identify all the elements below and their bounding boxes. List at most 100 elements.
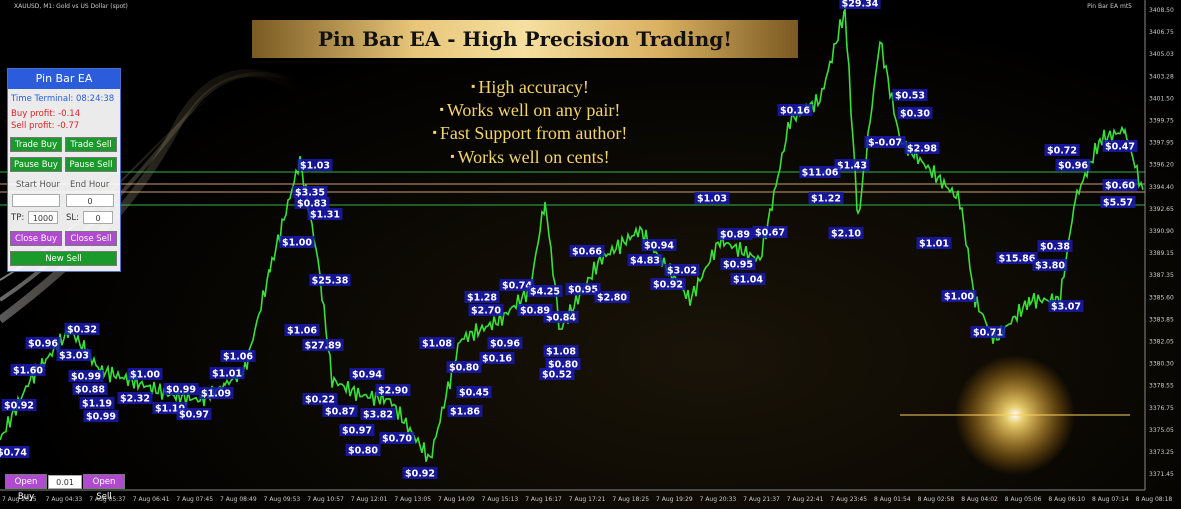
price-label: 3375.05 (1149, 427, 1174, 434)
profit-label-bg (339, 424, 375, 436)
time-label: 7 Aug 17:21 (569, 496, 606, 503)
profit-label-bg (72, 383, 108, 395)
lot-input[interactable]: 0.01 (48, 475, 82, 489)
profit-label-bg (468, 304, 504, 316)
time-label: 7 Aug 21:37 (743, 496, 780, 503)
profit-label: $0.52 (542, 370, 572, 381)
profit-label: $0.72 (1047, 146, 1077, 157)
time-label: 8 Aug 08:18 (1136, 496, 1173, 503)
profit-label-bg (892, 89, 928, 101)
profit-label: $1.19 (82, 399, 112, 410)
profit-label: $1.00 (944, 292, 974, 303)
profit-label-bg (730, 273, 766, 285)
time: Time Terminal: 08:24:38 (11, 94, 115, 104)
button[interactable]: Pause Sell (65, 157, 117, 172)
profit-label: $1.08 (422, 339, 452, 350)
profit-label: $0.96 (1058, 161, 1088, 172)
profit-label: $1.06 (223, 352, 253, 363)
profit-label: $0.70 (382, 434, 412, 445)
profit-label: $4.25 (530, 287, 560, 298)
price-label: 3387.35 (1149, 272, 1174, 279)
profit-label-bg (68, 370, 104, 382)
button[interactable]: Open Buy (5, 474, 47, 502)
end-hour-input[interactable]: 0 (66, 194, 114, 207)
profit-label: $0.88 (75, 385, 105, 396)
profit-label-bg (694, 192, 730, 204)
profit-label-bg (479, 352, 515, 364)
profit-label: $0.95 (723, 260, 753, 271)
profit-label: $1.60 (13, 366, 43, 377)
profit-label-bg (294, 197, 330, 209)
profit-label-bg (970, 326, 1006, 338)
profit-label-bg (349, 368, 385, 380)
price-label: 3392.65 (1149, 206, 1174, 213)
price-label: 3378.55 (1149, 383, 1174, 390)
profit-label-bg (996, 252, 1038, 264)
price-label: 3373.25 (1149, 449, 1174, 456)
profit-label-bg (752, 226, 788, 238)
profit-label-bg (375, 384, 411, 396)
button[interactable]: Trade Buy (10, 137, 62, 152)
profit-label: $0.47 (1105, 142, 1135, 153)
profit-label: $0.30 (900, 109, 930, 120)
sl-input[interactable]: 0 (83, 211, 113, 224)
price-label: 3408.50 (1149, 7, 1174, 14)
tp-input[interactable]: 1000 (28, 211, 58, 224)
profit-label: $0.38 (1040, 242, 1070, 253)
price-label: 3382.05 (1149, 339, 1174, 346)
button[interactable]: Trade Sell (65, 137, 117, 152)
start-hour-input[interactable] (12, 194, 60, 207)
price-label: 3405.03 (1149, 51, 1174, 58)
button[interactable]: New Sell (10, 251, 117, 266)
profit-label-bg (527, 285, 563, 297)
price-label: 3371.45 (1149, 471, 1174, 478)
profit-label-bg (897, 107, 933, 119)
profit-label-bg (379, 432, 415, 444)
ea-name: Pin Bar EA mt5 (1087, 3, 1132, 10)
profit-label: $0.99 (71, 372, 101, 383)
ea-panel: Pin Bar EA Time Terminal: 08:24:38 Buy p… (7, 68, 121, 272)
profit-label: $0.99 (86, 412, 116, 423)
profit-label-bg (297, 159, 333, 171)
profit-label: $0.60 (1105, 181, 1135, 192)
price-label: 3383.85 (1149, 316, 1174, 323)
profit-label: $0.97 (342, 426, 372, 437)
profit-label-bg (284, 324, 320, 336)
profit-label: $29.34 (842, 0, 879, 10)
time-label: 7 Aug 15:13 (482, 496, 519, 503)
profit-label: $1.31 (310, 210, 340, 221)
time-label: 8 Aug 07:14 (1092, 496, 1129, 503)
profit-label-bg (1102, 140, 1138, 152)
profit-label: $0.87 (325, 407, 355, 418)
button[interactable]: Pause Buy (10, 157, 62, 172)
profit-label: $0.67 (755, 228, 785, 239)
time-label: 7 Aug 13:05 (394, 496, 431, 503)
time-label: 8 Aug 06:10 (1048, 496, 1085, 503)
start-hour: Start Hour (16, 180, 60, 190)
profit-label: $0.92 (4, 401, 34, 412)
profit-label-bg (641, 239, 677, 251)
time-label: 7 Aug 19:29 (656, 496, 693, 503)
price-label: 3403.28 (1149, 73, 1174, 80)
profit-label: $0.80 (449, 363, 479, 374)
time-label: 7 Aug 14:09 (438, 496, 475, 503)
profit-labels: $29.34 $0.16 $0.53 $0.30 $2.98 $-0.07 $1.43$11… (0, 0, 1138, 480)
profit-label-bg (543, 345, 579, 357)
profit-label-bg (309, 274, 351, 286)
button[interactable]: Open Sell (83, 474, 125, 502)
feature: Fast Support from author! (330, 123, 730, 144)
profit-label: $0.97 (179, 410, 209, 421)
price-label: 3394.40 (1149, 184, 1174, 191)
button[interactable]: Close Buy (10, 231, 62, 246)
price-label: 3399.75 (1149, 118, 1174, 125)
time-label: 7 Aug 2025 (2, 496, 37, 503)
profit-label: $0.92 (405, 469, 435, 480)
profit-label-bg (565, 283, 601, 295)
price-label: 3389.15 (1149, 250, 1174, 257)
profit-label: $0.83 (297, 199, 327, 210)
profit-label: $0.45 (459, 388, 489, 399)
profit-label-bg (834, 159, 870, 171)
time-label: 8 Aug 01:54 (874, 496, 911, 503)
button[interactable]: Close Sell (65, 231, 117, 246)
